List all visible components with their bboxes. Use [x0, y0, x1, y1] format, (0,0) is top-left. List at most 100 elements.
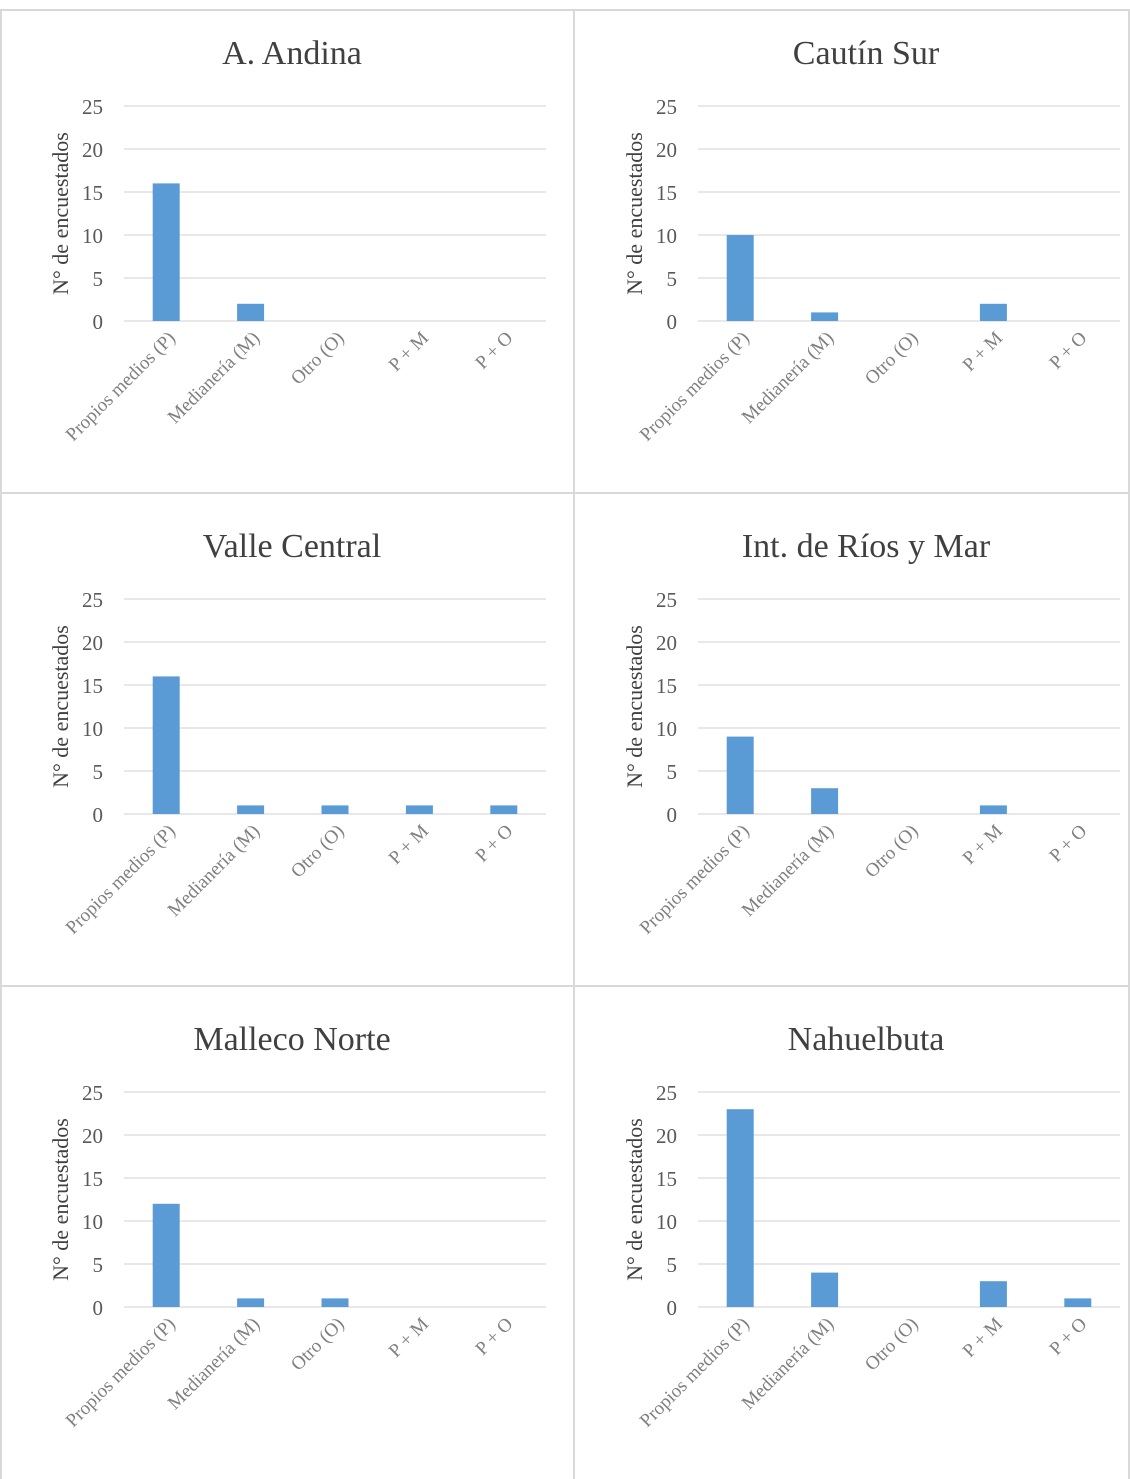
y-tick-label: 25	[82, 1081, 103, 1105]
bar-chart: Valle Central 0 5 10 15 20 25 N° de encuestados…	[48, 528, 546, 939]
y-tick-label: 15	[656, 1167, 677, 1191]
category-label: P + O	[472, 821, 518, 867]
y-tick-label: 20	[656, 1124, 677, 1148]
y-tick-label: 25	[656, 588, 677, 612]
y-tick-label: 0	[93, 803, 104, 827]
y-tick-label: 10	[656, 717, 677, 741]
chart-title: Cautín Sur	[793, 35, 940, 72]
bar-chart: Malleco Norte 0 5 10 15 20 25 N° de encuestados…	[48, 1021, 546, 1432]
y-tick-label: 5	[93, 267, 104, 291]
bar-chart: Cautín Sur 0 5 10 15 20 25 N° de encuestados Pro…	[622, 35, 1120, 446]
chart-panel-2: Cautín Sur 0 5 10 15 20 25 N° de encuestados Pro…	[574, 0, 1130, 493]
bar	[811, 788, 839, 814]
bar	[405, 805, 433, 814]
category-label: Propios medios (P)	[62, 821, 180, 939]
y-tick-label: 5	[93, 760, 104, 784]
y-tick-label: 20	[82, 631, 103, 655]
y-tick-label: 15	[656, 181, 677, 205]
chart-panel-6: Nahuelbuta 0 5 10 15 20 25 N° de encuestados Pro…	[574, 986, 1130, 1479]
y-tick-label: 10	[656, 1210, 677, 1234]
y-tick-label: 0	[667, 803, 678, 827]
y-tick-label: 20	[82, 138, 103, 162]
bar	[152, 183, 180, 321]
chart-title: Nahuelbuta	[788, 1021, 945, 1058]
chart-title: Valle Central	[203, 528, 381, 565]
bar	[726, 736, 754, 814]
chart-panel-3: Valle Central 0 5 10 15 20 25 N° de encuestados…	[0, 493, 565, 986]
bar	[237, 303, 265, 321]
bar	[321, 805, 349, 814]
y-tick-label: 25	[82, 95, 103, 119]
bar	[726, 235, 754, 321]
chart-panel-4: Int. de Ríos y Mar 0 5 10 15 20 25 N° de encues…	[574, 493, 1130, 986]
y-tick-label: 5	[667, 267, 678, 291]
y-axis-label: N° de encuestados	[48, 1118, 73, 1281]
bar-chart: Nahuelbuta 0 5 10 15 20 25 N° de encuestados Pro…	[622, 1021, 1120, 1432]
y-axis-label: N° de encuestados	[622, 625, 647, 788]
y-tick-label: 5	[667, 1253, 678, 1277]
category-label: Otro (O)	[861, 1314, 922, 1375]
y-tick-label: 10	[656, 224, 677, 248]
y-tick-label: 20	[82, 1124, 103, 1148]
bar	[726, 1109, 754, 1307]
category-label: P + O	[472, 1314, 518, 1360]
y-tick-label: 0	[667, 1296, 678, 1320]
y-axis-label: N° de encuestados	[622, 132, 647, 295]
bar	[811, 312, 839, 321]
bar	[490, 805, 518, 814]
y-tick-label: 15	[82, 181, 103, 205]
category-label: Otro (O)	[287, 1314, 348, 1375]
category-label: Otro (O)	[861, 821, 922, 882]
bar	[152, 676, 180, 814]
bar	[237, 1298, 265, 1307]
bar	[237, 805, 265, 814]
y-tick-label: 10	[82, 1210, 103, 1234]
chart-panel-1: A. Andina 0 5 10 15 20 25 N° de encuestados Prop…	[0, 0, 565, 493]
category-label: P + O	[1046, 821, 1092, 867]
category-label: P + O	[1046, 328, 1092, 374]
y-tick-label: 0	[93, 310, 104, 334]
bar	[321, 1298, 349, 1307]
category-label: P + M	[385, 1314, 433, 1362]
bar	[811, 1272, 839, 1307]
y-tick-label: 0	[93, 1296, 104, 1320]
category-label: Propios medios (P)	[62, 328, 180, 446]
y-tick-label: 25	[82, 588, 103, 612]
y-tick-label: 0	[667, 310, 678, 334]
chart-title: Int. de Ríos y Mar	[742, 528, 991, 565]
y-tick-label: 5	[93, 1253, 104, 1277]
bar	[979, 1281, 1007, 1307]
category-label: P + M	[959, 1314, 1007, 1362]
bar	[1064, 1298, 1092, 1307]
bar-chart: Int. de Ríos y Mar 0 5 10 15 20 25 N° de encues…	[622, 528, 1120, 939]
category-label: Propios medios (P)	[636, 328, 754, 446]
category-label: Propios medios (P)	[62, 1314, 180, 1432]
bar	[979, 805, 1007, 814]
y-tick-label: 20	[656, 138, 677, 162]
y-tick-label: 25	[656, 95, 677, 119]
category-label: Propios medios (P)	[636, 821, 754, 939]
y-axis-label: N° de encuestados	[48, 625, 73, 788]
chart-panel-5: Malleco Norte 0 5 10 15 20 25 N° de encuestados…	[0, 986, 565, 1479]
chart-title: Malleco Norte	[193, 1021, 390, 1058]
y-tick-label: 20	[656, 631, 677, 655]
bar	[152, 1203, 180, 1307]
category-label: P + O	[1046, 1314, 1092, 1360]
y-tick-label: 15	[82, 1167, 103, 1191]
y-tick-label: 10	[82, 717, 103, 741]
category-label: P + M	[959, 821, 1007, 869]
chart-title: A. Andina	[222, 35, 362, 72]
y-tick-label: 5	[667, 760, 678, 784]
y-tick-label: 15	[82, 674, 103, 698]
category-label: Otro (O)	[287, 821, 348, 882]
y-tick-label: 10	[82, 224, 103, 248]
bar-chart: A. Andina 0 5 10 15 20 25 N° de encuestados Prop…	[48, 35, 546, 446]
category-label: P + O	[472, 328, 518, 374]
category-label: Otro (O)	[287, 328, 348, 389]
y-tick-label: 15	[656, 674, 677, 698]
category-label: P + M	[959, 328, 1007, 376]
y-axis-label: N° de encuestados	[48, 132, 73, 295]
bar	[979, 303, 1007, 321]
